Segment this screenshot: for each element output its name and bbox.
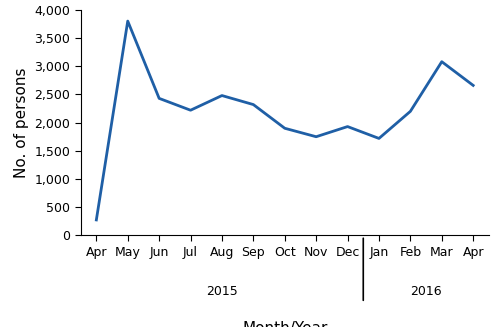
- Text: 2016: 2016: [410, 285, 442, 298]
- Text: Month/Year: Month/Year: [242, 321, 328, 327]
- Text: 2015: 2015: [206, 285, 238, 298]
- Y-axis label: No. of persons: No. of persons: [14, 67, 29, 178]
